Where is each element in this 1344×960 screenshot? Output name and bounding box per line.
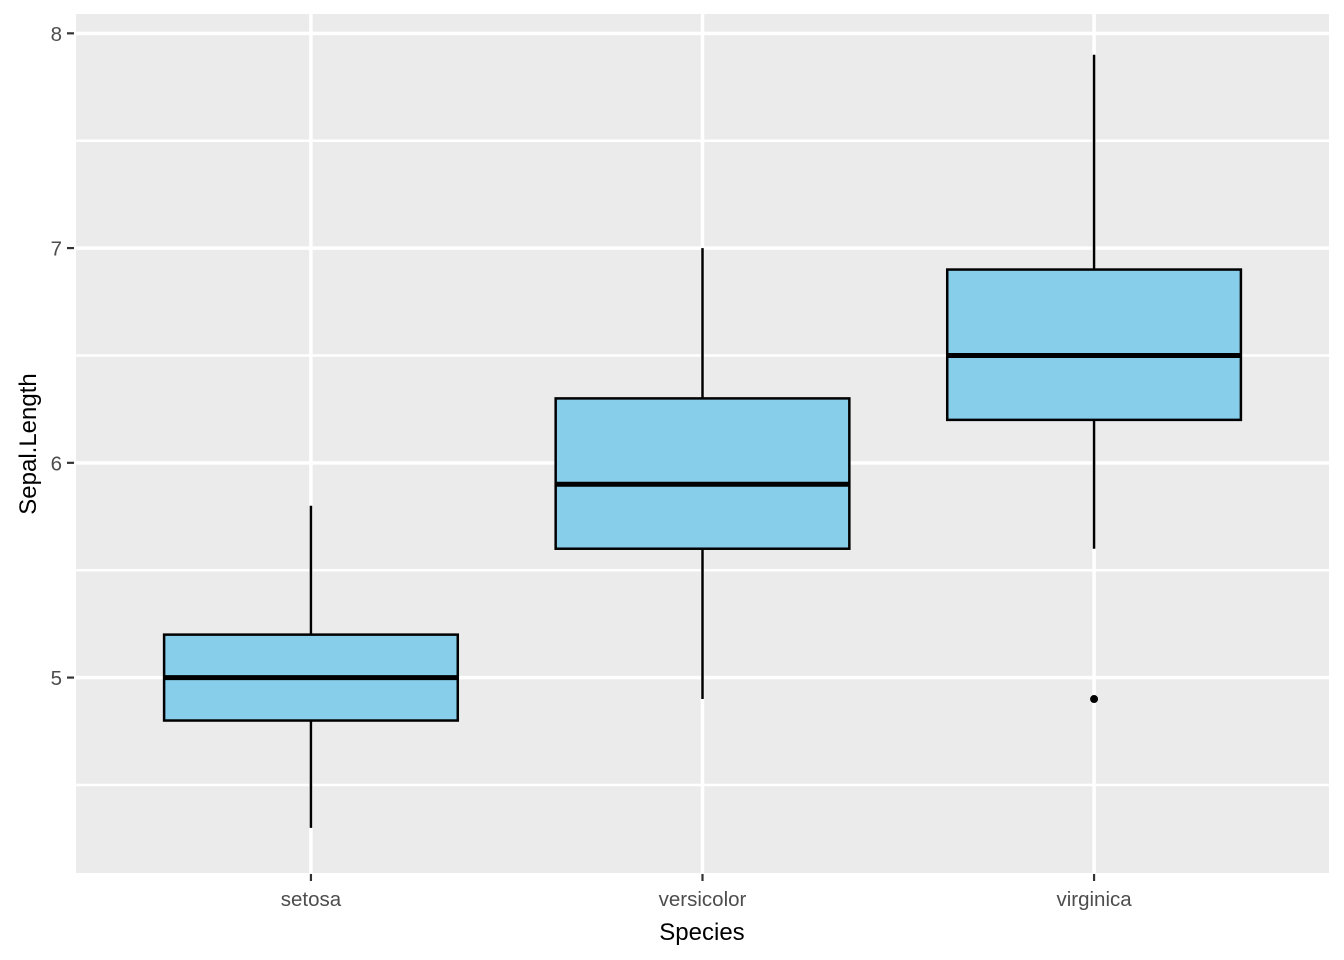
boxplot-virginica xyxy=(945,54,1243,704)
boxplot-setosa xyxy=(162,505,460,828)
x-axis-title: Species xyxy=(659,919,744,946)
x-tick-label: versicolor xyxy=(659,888,747,911)
axis-ticks xyxy=(67,32,1096,881)
x-tick-label: setosa xyxy=(281,888,342,911)
outlier-point xyxy=(1090,695,1099,704)
y-axis-title: Sepal.Length xyxy=(15,373,42,514)
iqr-box xyxy=(945,268,1243,422)
boxplot-versicolor xyxy=(554,248,851,700)
y-tick-label: 8 xyxy=(51,23,62,46)
iqr-box xyxy=(554,397,851,550)
axis-labels: 5 6 7 8 setosa versicolor virginica xyxy=(51,23,1133,911)
y-tick-label: 6 xyxy=(51,452,62,475)
x-tick-label: virginica xyxy=(1056,888,1132,911)
boxplot-layer xyxy=(162,54,1243,828)
y-tick-label: 5 xyxy=(51,667,62,690)
y-tick-label: 7 xyxy=(51,238,62,261)
